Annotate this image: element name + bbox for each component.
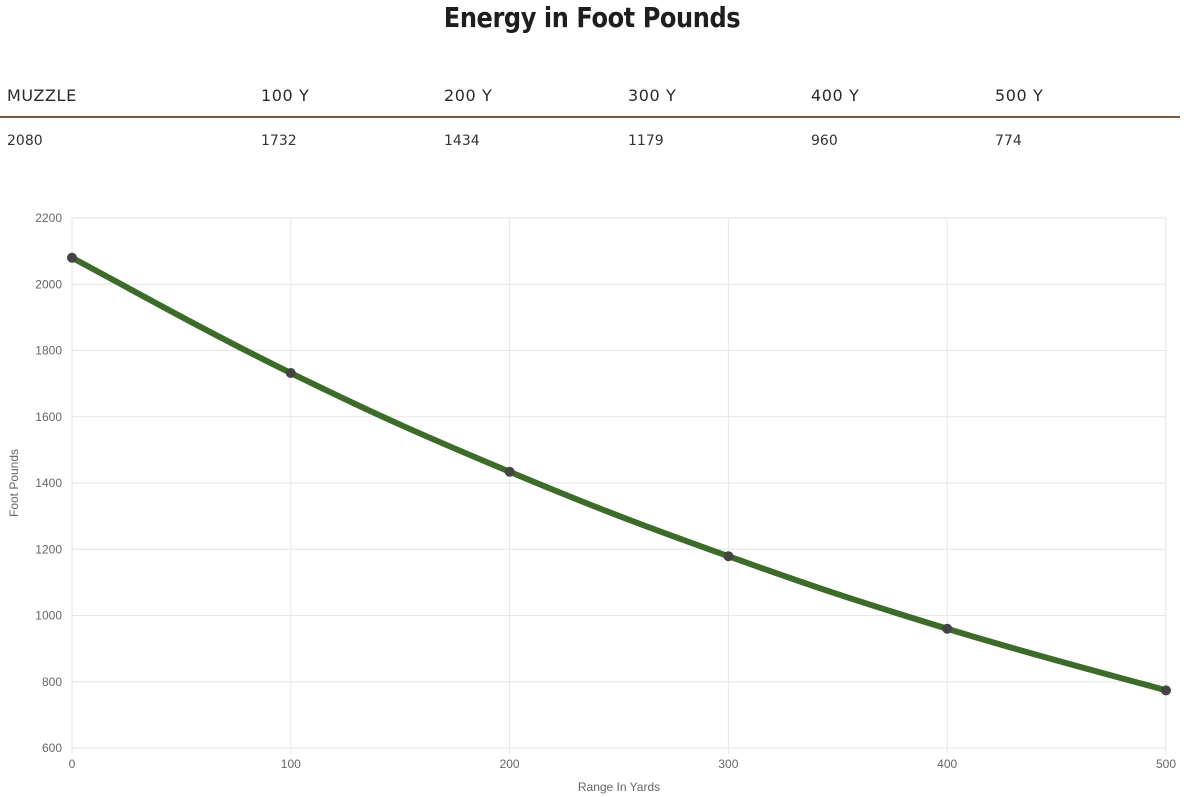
y-tick-label: 2000 xyxy=(35,277,62,291)
data-point xyxy=(1161,685,1171,696)
value-100y: 1732 xyxy=(261,133,297,149)
x-axis-ticks: 0 100 200 300 400 500 xyxy=(69,757,1177,771)
header-500y: 500 Y xyxy=(995,86,1044,105)
data-point xyxy=(285,368,296,379)
table-divider xyxy=(0,116,1180,118)
y-tick-label: 1200 xyxy=(35,542,62,556)
data-point xyxy=(67,252,77,263)
data-point xyxy=(504,466,515,477)
y-tick-label: 2200 xyxy=(35,211,62,225)
value-muzzle: 2080 xyxy=(7,133,43,149)
x-tick-label: 400 xyxy=(937,757,957,771)
x-tick-label: 200 xyxy=(500,757,520,771)
y-tick-label: 800 xyxy=(42,675,62,689)
grid-lines xyxy=(71,217,1167,754)
x-axis-title: Range In Yards xyxy=(578,780,660,794)
y-tick-label: 600 xyxy=(42,741,62,755)
data-point xyxy=(723,551,734,562)
header-400y: 400 Y xyxy=(811,86,860,105)
energy-series-line xyxy=(69,254,1169,694)
y-tick-label: 1600 xyxy=(35,410,62,424)
chart-title: Energy in Foot Pounds xyxy=(443,1,741,34)
table-row: 2080 1732 1434 1179 960 774 xyxy=(0,133,1180,163)
header-300y: 300 Y xyxy=(628,86,677,105)
y-tick-label: 1000 xyxy=(35,609,62,623)
value-400y: 960 xyxy=(811,133,838,149)
data-points xyxy=(67,252,1171,696)
data-point xyxy=(942,623,953,634)
y-tick-label: 1400 xyxy=(35,476,62,490)
value-200y: 1434 xyxy=(444,133,480,149)
x-tick-label: 100 xyxy=(281,757,301,771)
x-tick-label: 300 xyxy=(718,757,738,771)
value-300y: 1179 xyxy=(628,133,664,149)
y-axis-ticks: 600 800 1000 1200 1400 1600 1800 2000 2200 xyxy=(35,211,62,755)
energy-line-chart: 600 800 1000 1200 1400 1600 1800 2000 2200 0 100 2… xyxy=(7,211,1177,794)
x-tick-label: 500 xyxy=(1156,757,1176,771)
header-100y: 100 Y xyxy=(261,86,310,105)
value-500y: 774 xyxy=(995,133,1022,149)
energy-table-values: 2080 1732 1434 1179 960 774 xyxy=(0,133,1180,163)
x-tick-label: 0 xyxy=(69,757,76,771)
header-muzzle: MUZZLE xyxy=(7,86,77,105)
energy-table: MUZZLE 100 Y 200 Y 300 Y 400 Y 500 Y xyxy=(0,80,1180,110)
header-200y: 200 Y xyxy=(444,86,493,105)
table-header-row: MUZZLE 100 Y 200 Y 300 Y 400 Y 500 Y xyxy=(0,80,1180,110)
y-tick-label: 1800 xyxy=(35,344,62,358)
y-axis-title: Foot Pounds xyxy=(7,449,21,517)
